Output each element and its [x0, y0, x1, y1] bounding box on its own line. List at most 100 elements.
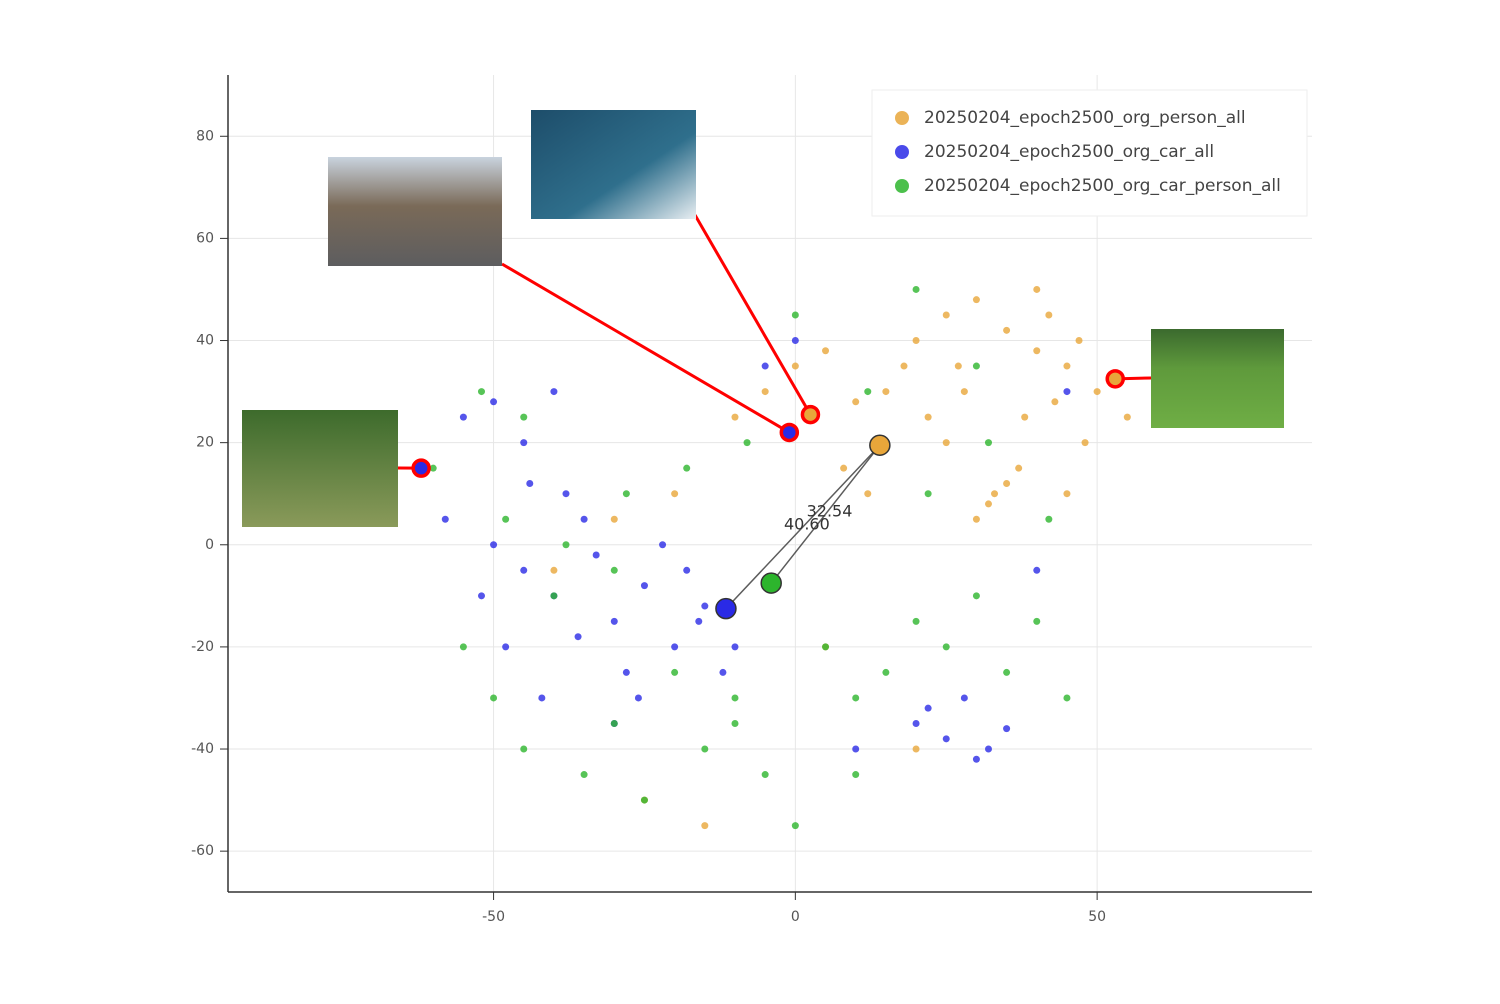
point	[1015, 465, 1022, 472]
y-tick-label: 20	[196, 435, 214, 451]
centroid	[761, 573, 781, 593]
point	[1063, 363, 1070, 370]
y-tick-label: 60	[196, 230, 214, 246]
point	[985, 746, 992, 753]
point	[925, 705, 932, 712]
point	[955, 363, 962, 370]
legend-label: 20250204_epoch2500_org_car_all	[924, 142, 1214, 162]
legend-marker	[895, 111, 909, 125]
point	[1082, 439, 1089, 446]
point	[502, 643, 509, 650]
point	[864, 490, 871, 497]
point	[864, 388, 871, 395]
point	[840, 465, 847, 472]
point	[478, 388, 485, 395]
point	[822, 347, 829, 354]
point	[1033, 618, 1040, 625]
point	[882, 669, 889, 676]
point	[943, 735, 950, 742]
point	[913, 720, 920, 727]
point	[1045, 311, 1052, 318]
point	[1033, 567, 1040, 574]
thumbnail	[328, 157, 502, 266]
point	[913, 337, 920, 344]
legend-marker	[895, 145, 909, 159]
point	[490, 398, 497, 405]
point	[562, 490, 569, 497]
point	[731, 643, 738, 650]
point	[701, 603, 708, 610]
point	[913, 286, 920, 293]
point	[611, 516, 618, 523]
thumbnail	[242, 410, 398, 527]
point	[490, 694, 497, 701]
point	[526, 480, 533, 487]
point	[659, 541, 666, 548]
point	[973, 592, 980, 599]
point	[520, 746, 527, 753]
point	[852, 746, 859, 753]
point	[701, 822, 708, 829]
point	[731, 414, 738, 421]
point	[792, 337, 799, 344]
point	[762, 388, 769, 395]
point	[1003, 725, 1010, 732]
point	[1003, 480, 1010, 487]
legend-marker	[895, 179, 909, 193]
point	[641, 797, 648, 804]
point	[792, 311, 799, 318]
x-tick-label: -50	[482, 909, 505, 925]
callout-line	[502, 264, 789, 432]
point	[1003, 669, 1010, 676]
point	[611, 720, 618, 727]
y-tick-label: -60	[191, 843, 214, 859]
point	[562, 541, 569, 548]
point	[520, 567, 527, 574]
y-tick-label: 40	[196, 333, 214, 349]
point	[731, 720, 738, 727]
point	[1051, 398, 1058, 405]
point	[925, 414, 932, 421]
point	[943, 439, 950, 446]
point	[671, 669, 678, 676]
point	[913, 618, 920, 625]
point	[925, 490, 932, 497]
point	[762, 363, 769, 370]
point	[900, 363, 907, 370]
highlight-point	[413, 460, 429, 476]
point	[611, 618, 618, 625]
point	[882, 388, 889, 395]
centroid	[870, 435, 890, 455]
point	[683, 567, 690, 574]
points	[430, 286, 1131, 829]
point	[581, 516, 588, 523]
point	[973, 756, 980, 763]
point	[671, 490, 678, 497]
point	[1033, 286, 1040, 293]
point	[502, 516, 509, 523]
point	[442, 516, 449, 523]
point	[593, 551, 600, 558]
point	[550, 567, 557, 574]
y-tick-label: -40	[191, 741, 214, 757]
point	[973, 516, 980, 523]
point	[985, 439, 992, 446]
highlight-point	[802, 407, 818, 423]
point	[744, 439, 751, 446]
point	[490, 541, 497, 548]
y-tick-label: 0	[205, 537, 214, 553]
legend: 20250204_epoch2500_org_person_all2025020…	[872, 90, 1307, 216]
point	[1063, 388, 1070, 395]
point	[852, 398, 859, 405]
point	[991, 490, 998, 497]
point	[762, 771, 769, 778]
point	[460, 414, 467, 421]
point	[961, 694, 968, 701]
point	[719, 669, 726, 676]
point	[671, 643, 678, 650]
point	[913, 746, 920, 753]
point	[695, 618, 702, 625]
point	[460, 643, 467, 650]
point	[973, 363, 980, 370]
